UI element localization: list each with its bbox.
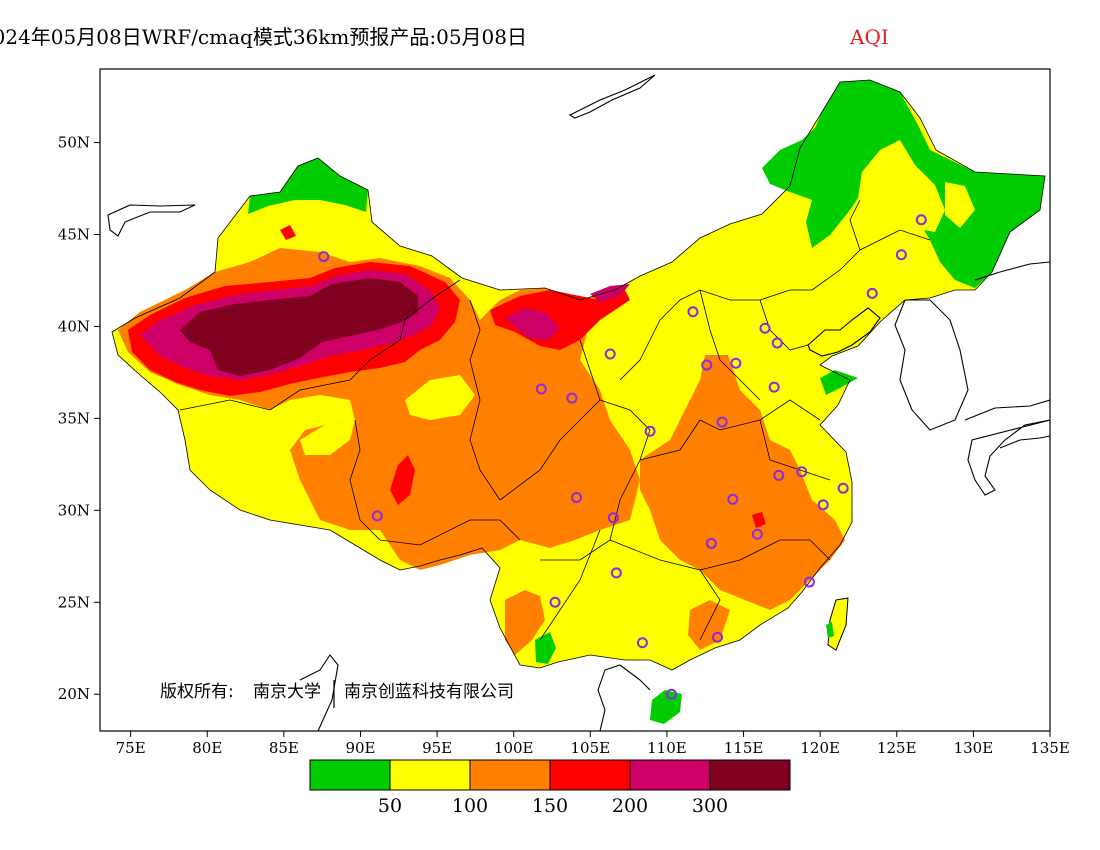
station-marker — [604, 348, 616, 360]
aqi-region-very-unhealthy-alxa — [505, 308, 560, 340]
lat-tick-label: 25N — [58, 593, 90, 611]
legend-label: 200 — [612, 795, 648, 817]
station-marker — [759, 322, 771, 334]
station-marker — [644, 425, 656, 437]
legend-swatch — [629, 759, 711, 791]
station-marker — [730, 357, 742, 369]
station-marker — [535, 383, 547, 395]
lat-tick-label: 20N — [58, 685, 90, 703]
station-marker — [837, 482, 849, 494]
station-marker — [751, 528, 763, 540]
aqi-field — [112, 80, 1045, 724]
aqi-region-hazardous-tarim — [180, 278, 418, 376]
lat-tick-label: 50N — [58, 134, 90, 152]
station-marker — [705, 537, 717, 549]
copyright-owner-label: 版权所有: — [160, 682, 234, 702]
station-marker — [636, 637, 648, 649]
station-marker — [607, 512, 619, 524]
aqi-region-unhealthy-xinjiang-north — [280, 225, 296, 240]
station-marker — [773, 469, 785, 481]
station-marker — [549, 596, 561, 608]
legend-swatch — [709, 759, 791, 791]
lon-tick-label: 95E — [422, 739, 452, 757]
lon-tick-label: 130E — [954, 739, 994, 757]
station-marker — [768, 381, 780, 393]
lon-tick-label: 125E — [877, 739, 917, 757]
aqi-region-very-unhealthy-border — [590, 284, 630, 302]
legend-swatch — [309, 759, 391, 791]
lat-tick-label: 40N — [58, 317, 90, 335]
station-marker — [771, 337, 783, 349]
lat-tick-label: 30N — [58, 501, 90, 519]
legend-label: 300 — [692, 795, 728, 817]
station-marker — [666, 688, 678, 700]
station-marker — [803, 576, 815, 588]
lon-tick-label: 105E — [571, 739, 611, 757]
lon-tick-label: 115E — [724, 739, 764, 757]
lon-tick-label: 110E — [647, 739, 687, 757]
legend-label: 50 — [378, 795, 402, 817]
legend-swatch — [549, 759, 631, 791]
lon-tick-label: 75E — [116, 739, 146, 757]
copyright-owner: 南京大学 — [253, 682, 321, 702]
aqi-region-moderate-northeast-pocket-2 — [945, 182, 975, 228]
station-marker — [566, 392, 578, 404]
station-marker — [915, 214, 927, 226]
lon-tick-label: 135E — [1030, 739, 1070, 757]
taiwan-green-spot — [826, 622, 834, 638]
aqi-region-moderate-pocket-qinghai — [405, 375, 475, 420]
aqi-region-unhealthy-tibet — [390, 455, 415, 505]
lat-tick-label: 45N — [58, 226, 90, 244]
station-marker — [727, 493, 739, 505]
station-marker — [318, 251, 330, 263]
station-markers — [318, 214, 927, 700]
station-marker — [571, 491, 583, 503]
figure-title: 2024年05月08日WRF/cmaq模式36km预报产品:05月08日 — [0, 25, 527, 49]
station-marker — [610, 567, 622, 579]
legend-swatch — [469, 759, 551, 791]
longitude-axis: 75E 80E 85E 90E 95E 100E 105E 110E 115E 120E 125E 1… — [116, 731, 1070, 757]
legend-label: 100 — [452, 795, 488, 817]
station-marker — [371, 510, 383, 522]
taiwan-island — [827, 597, 849, 651]
legend-label: 150 — [532, 795, 568, 817]
station-marker — [687, 306, 699, 318]
lon-tick-label: 80E — [192, 739, 222, 757]
aqi-region-sensitive-yunnan — [505, 590, 545, 655]
lon-tick-label: 90E — [345, 739, 375, 757]
latitude-axis: 50N 45N 40N 35N 30N 25N 20N — [58, 134, 100, 703]
lat-tick-label: 35N — [58, 409, 90, 427]
lon-tick-label: 100E — [494, 739, 534, 757]
station-marker — [796, 466, 808, 478]
map-plot-area — [100, 69, 1050, 731]
station-marker — [817, 499, 829, 511]
aqi-region-good-northeast — [762, 80, 1045, 288]
aqi-region-unhealthy-hunan — [752, 512, 766, 528]
aqi-region-moderate-northeast-pocket — [858, 140, 945, 232]
station-marker — [712, 631, 723, 643]
lon-tick-label: 120E — [800, 739, 840, 757]
aqi-region-good-shandong — [820, 370, 858, 395]
aqi-region-sensitive-south — [688, 600, 730, 650]
aqi-legend: 50 100 150 200 300 — [309, 759, 791, 817]
station-marker — [701, 359, 713, 371]
aqi-region-sensitive-central — [640, 355, 845, 610]
station-marker — [866, 287, 878, 299]
plot-frame — [99, 68, 1051, 732]
copyright-partner: 南京创蓝科技有限公司 — [344, 682, 514, 702]
aqi-region-good-altai — [248, 158, 368, 214]
station-marker — [895, 249, 907, 261]
figure-variable: AQI — [849, 25, 889, 49]
legend-swatch — [389, 759, 471, 791]
lon-tick-label: 85E — [269, 739, 299, 757]
coastlines — [107, 74, 1050, 731]
aqi-region-moderate-pocket-tibet — [300, 420, 355, 455]
province-borders — [111, 79, 1046, 671]
station-marker — [716, 416, 728, 428]
